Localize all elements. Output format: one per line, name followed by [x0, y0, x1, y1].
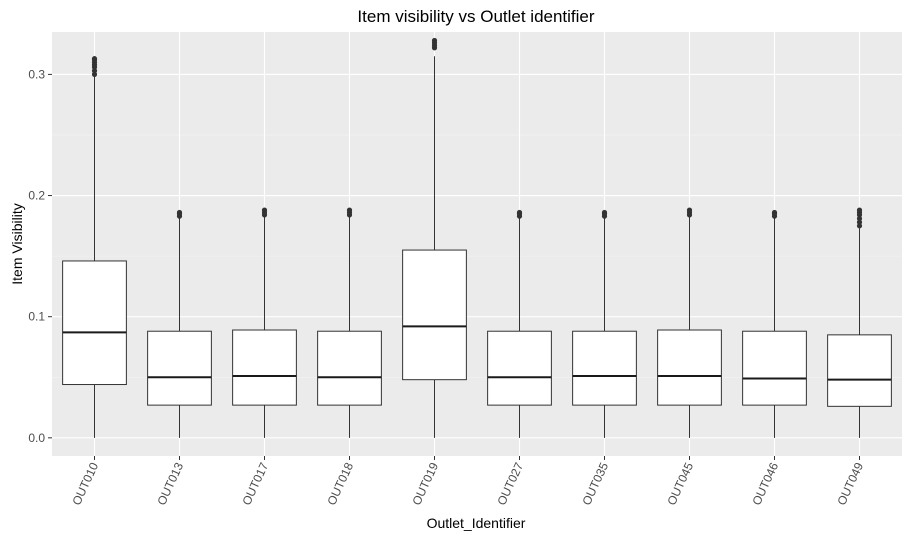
- outlier-point: [261, 207, 268, 213]
- outlier-point: [91, 68, 98, 74]
- box-iqr: [827, 334, 892, 407]
- box-iqr: [402, 249, 467, 381]
- x-tick-label: OUT035: [579, 460, 611, 507]
- outlier-point: [91, 71, 98, 77]
- box-out017: [232, 207, 297, 438]
- y-tick-label: 0.0: [28, 431, 45, 445]
- box-iqr: [742, 330, 807, 406]
- box-iqr: [232, 329, 297, 406]
- outlier-point: [346, 207, 353, 213]
- box-out046: [742, 209, 807, 438]
- outlier-point: [856, 219, 863, 225]
- box-iqr: [572, 330, 637, 406]
- x-tick-label: OUT018: [324, 460, 356, 507]
- box-out045: [657, 207, 722, 438]
- x-tick-label: OUT046: [749, 460, 781, 507]
- outlier-point: [856, 223, 863, 229]
- x-tick-label: OUT045: [664, 460, 696, 507]
- outlier-point: [856, 207, 863, 213]
- outlier-point: [771, 209, 778, 216]
- box-out035: [572, 209, 637, 438]
- x-tick-label: OUT010: [69, 460, 101, 507]
- box-out027: [487, 209, 552, 438]
- x-tick-label: OUT017: [239, 460, 271, 507]
- boxes: [62, 37, 892, 438]
- x-tick-label: OUT019: [409, 460, 441, 507]
- box-iqr: [487, 330, 552, 406]
- y-axis: 0.0 0.1 0.2 0.3: [28, 67, 52, 445]
- box-iqr: [657, 329, 722, 406]
- box-out019: [402, 37, 467, 438]
- x-tick-label: OUT049: [834, 460, 866, 507]
- x-axis: OUT010 OUT013 OUT017 OUT018 OUT019 OUT027 OUT0…: [69, 456, 866, 507]
- outlier-point: [601, 209, 608, 216]
- box-iqr: [317, 330, 382, 406]
- outlier-point: [431, 37, 438, 44]
- outlier-point: [176, 209, 183, 216]
- box-iqr: [147, 330, 212, 406]
- box-out010: [62, 56, 127, 438]
- x-axis-title: Outlet_Identifier: [427, 515, 526, 531]
- outlier-point: [686, 207, 693, 213]
- outlier-point: [516, 209, 523, 216]
- box-out013: [147, 209, 212, 438]
- outlier-point: [91, 56, 98, 62]
- x-tick-label: OUT013: [154, 460, 186, 507]
- y-tick-label: 0.1: [28, 310, 45, 324]
- x-tick-label: OUT027: [494, 460, 526, 507]
- box-out018: [317, 207, 382, 438]
- box-iqr: [62, 260, 127, 386]
- box-out049: [827, 207, 892, 438]
- chart-title: Item visibility vs Outlet identifier: [357, 7, 594, 26]
- y-tick-label: 0.2: [28, 189, 45, 203]
- y-tick-label: 0.3: [28, 67, 45, 81]
- outlier-point: [856, 215, 863, 222]
- y-axis-title: Item Visibility: [9, 203, 25, 284]
